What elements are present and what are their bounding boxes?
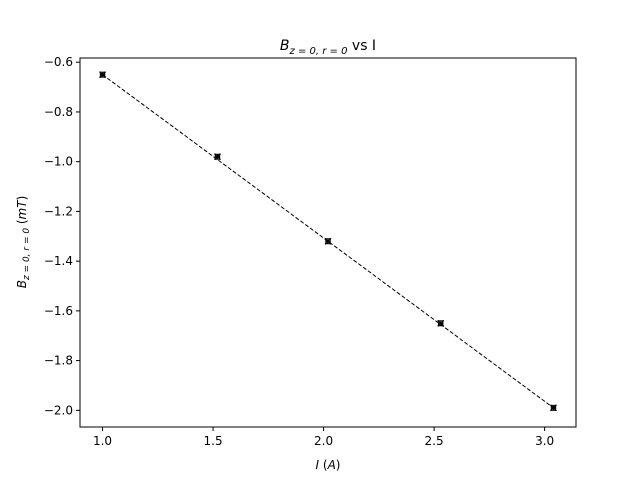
title-symbol: B [280, 38, 290, 54]
fit-line-layer [102, 74, 554, 409]
y-axis-subscript: z = 0, r = 0 [22, 228, 32, 281]
chart-title: Bz = 0, r = 0 vs I [280, 38, 376, 57]
y-tick-label: −1.8 [44, 354, 73, 368]
y-axis-symbol: B [15, 280, 29, 288]
x-axis-symbol: I [316, 458, 320, 472]
y-tick-label: −1.6 [44, 304, 73, 318]
data-point [324, 237, 332, 245]
title-suffix: vs I [347, 38, 376, 54]
fit-line [102, 74, 554, 409]
y-axis-unit: mT [15, 199, 29, 220]
x-axis-unit-close: ) [336, 458, 341, 472]
y-tick-label: −0.8 [44, 105, 73, 119]
x-marker [437, 319, 445, 327]
x-tick-label: 1.0 [93, 434, 112, 448]
y-tick-label: −1.4 [44, 254, 73, 268]
x-marker [99, 71, 106, 79]
data-point [99, 71, 106, 79]
x-axis-unit: A [327, 458, 336, 472]
data-point [437, 319, 445, 327]
title-subscript: z = 0, r = 0 [289, 46, 348, 57]
x-axis-unit-open: ( [319, 458, 328, 472]
data-point [550, 404, 557, 412]
x-tick-label: 1.5 [204, 434, 223, 448]
y-tick-label: −2.0 [44, 403, 73, 417]
y-axis-label: Bz = 0, r = 0 (mT) [15, 196, 32, 289]
y-tick-label: −0.6 [44, 55, 73, 69]
x-tick-label: 2.5 [425, 434, 444, 448]
data-points-layer [99, 71, 557, 412]
x-axis-label: I (A) [316, 458, 341, 472]
y-axis-unit-open: ( [15, 219, 29, 228]
x-marker [214, 153, 221, 161]
x-ticks: 1.0 1.5 2.0 2.5 3.0 [93, 427, 554, 448]
x-tick-label: 3.0 [535, 434, 554, 448]
y-tick-label: −1.0 [44, 155, 73, 169]
y-axis-unit-close: ) [15, 196, 29, 201]
x-marker [550, 404, 557, 412]
y-ticks: −0.6 −0.8 −1.0 −1.2 −1.4 −1.6 −1.8 −2.0 [44, 55, 80, 417]
y-tick-label: −1.2 [44, 204, 73, 218]
x-tick-label: 2.0 [314, 434, 333, 448]
data-point [214, 153, 221, 161]
x-marker [324, 237, 332, 245]
